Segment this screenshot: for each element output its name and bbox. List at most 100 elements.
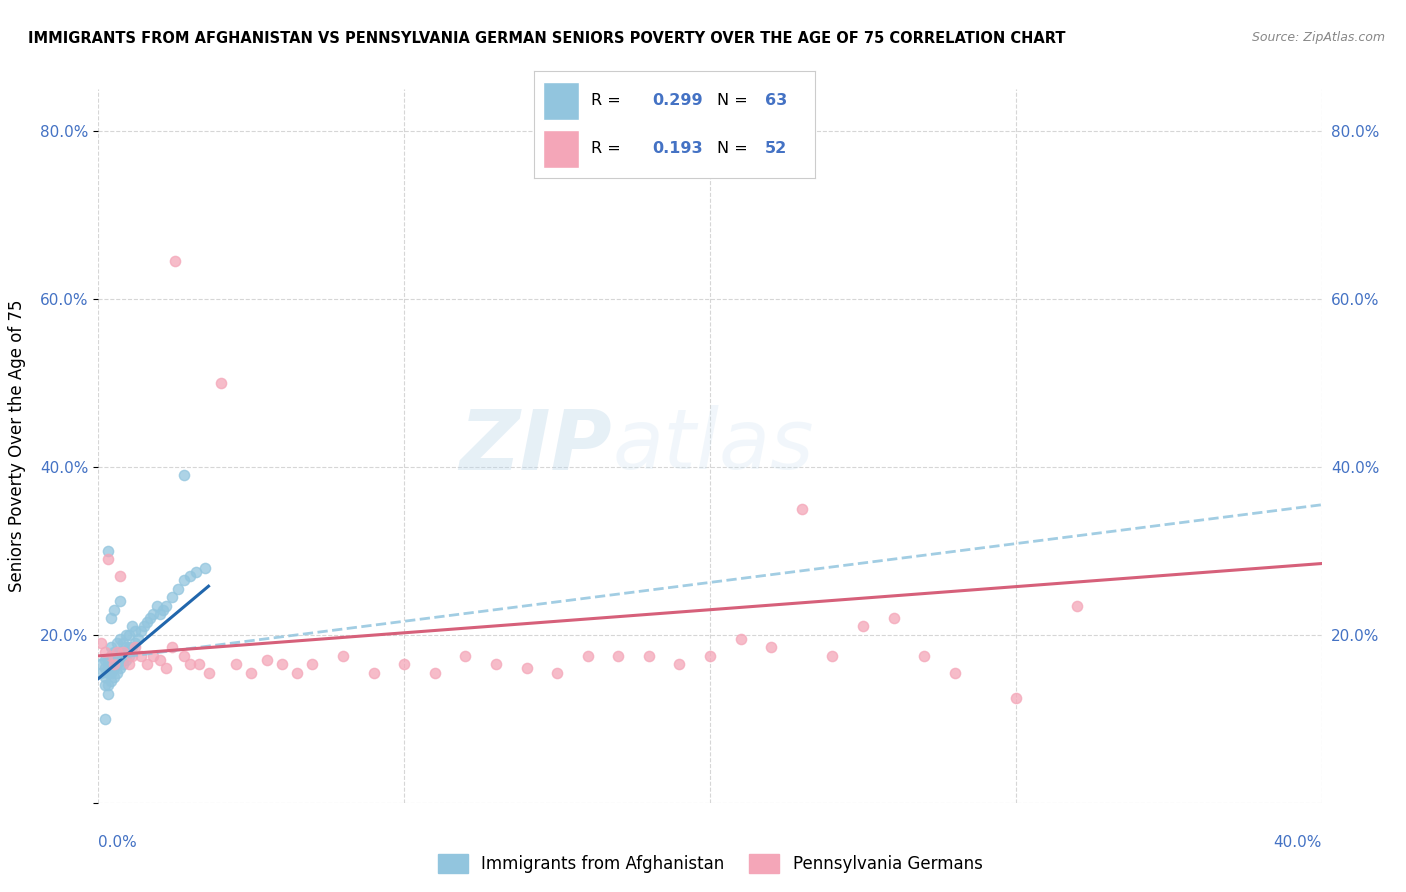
Point — [332, 648, 354, 663]
Text: Source: ZipAtlas.com: Source: ZipAtlas.com — [1251, 31, 1385, 45]
Point — [108, 653, 131, 667]
Point — [115, 628, 138, 642]
Point — [423, 665, 446, 680]
Point — [115, 653, 138, 667]
Point — [637, 648, 661, 663]
Point — [105, 648, 128, 663]
Point — [136, 657, 159, 672]
Point — [100, 648, 122, 663]
Point — [90, 636, 112, 650]
Point — [516, 661, 538, 675]
Point — [108, 661, 131, 675]
Point — [105, 645, 128, 659]
Point — [103, 670, 125, 684]
Point — [240, 665, 263, 680]
Point — [108, 569, 131, 583]
Point — [149, 653, 172, 667]
Point — [111, 645, 134, 659]
Point — [912, 648, 935, 663]
Point — [129, 624, 152, 638]
Point — [108, 594, 131, 608]
Point — [103, 653, 125, 667]
Point — [730, 632, 752, 646]
Text: R =: R = — [591, 141, 626, 156]
Point — [111, 657, 134, 672]
Point — [607, 648, 630, 663]
Point — [699, 648, 721, 663]
Legend: Immigrants from Afghanistan, Pennsylvania Germans: Immigrants from Afghanistan, Pennsylvani… — [432, 847, 988, 880]
Point — [1004, 690, 1026, 705]
Text: 0.0%: 0.0% — [98, 836, 138, 850]
Point — [105, 657, 128, 672]
Point — [100, 665, 122, 680]
Point — [121, 648, 143, 663]
Point — [93, 678, 115, 692]
FancyBboxPatch shape — [543, 130, 579, 168]
Point — [173, 648, 195, 663]
Point — [576, 648, 599, 663]
Point — [188, 657, 211, 672]
Point — [392, 657, 416, 672]
Point — [134, 619, 156, 633]
Point — [93, 645, 115, 659]
Text: N =: N = — [717, 141, 754, 156]
Point — [139, 611, 162, 625]
Point — [790, 502, 813, 516]
Point — [943, 665, 966, 680]
Text: 0.299: 0.299 — [652, 93, 703, 108]
Point — [97, 544, 120, 558]
Text: 0.193: 0.193 — [652, 141, 703, 156]
Point — [103, 603, 125, 617]
Point — [115, 640, 138, 655]
Point — [118, 640, 141, 655]
Point — [124, 636, 146, 650]
Point — [209, 376, 232, 390]
Point — [145, 599, 167, 613]
Point — [127, 632, 149, 646]
Point — [100, 657, 122, 672]
Point — [270, 657, 292, 672]
Point — [155, 661, 177, 675]
Point — [103, 645, 125, 659]
FancyBboxPatch shape — [543, 82, 579, 120]
Point — [883, 611, 905, 625]
Point — [129, 648, 152, 663]
Point — [100, 648, 122, 663]
Point — [852, 619, 875, 633]
Point — [90, 665, 112, 680]
Point — [160, 640, 183, 655]
Point — [186, 565, 208, 579]
Point — [100, 611, 122, 625]
Point — [93, 653, 115, 667]
Text: ZIP: ZIP — [460, 406, 612, 486]
Point — [301, 657, 323, 672]
Point — [142, 648, 165, 663]
Point — [160, 590, 183, 604]
Point — [173, 574, 195, 588]
Text: 40.0%: 40.0% — [1274, 836, 1322, 850]
Point — [103, 661, 125, 675]
Point — [100, 640, 122, 655]
Point — [93, 712, 115, 726]
Point — [149, 607, 172, 621]
Point — [485, 657, 508, 672]
Point — [256, 653, 278, 667]
Point — [546, 665, 568, 680]
Point — [97, 687, 120, 701]
Point — [821, 648, 844, 663]
Point — [285, 665, 308, 680]
Point — [179, 657, 201, 672]
Point — [93, 670, 115, 684]
Point — [108, 645, 131, 659]
Point — [163, 254, 186, 268]
Point — [1066, 599, 1088, 613]
Point — [179, 569, 201, 583]
Point — [118, 628, 141, 642]
Point — [142, 607, 165, 621]
Point — [121, 640, 143, 655]
Text: atlas: atlas — [612, 406, 814, 486]
Point — [167, 582, 190, 596]
Point — [668, 657, 690, 672]
Point — [197, 665, 219, 680]
Text: R =: R = — [591, 93, 626, 108]
